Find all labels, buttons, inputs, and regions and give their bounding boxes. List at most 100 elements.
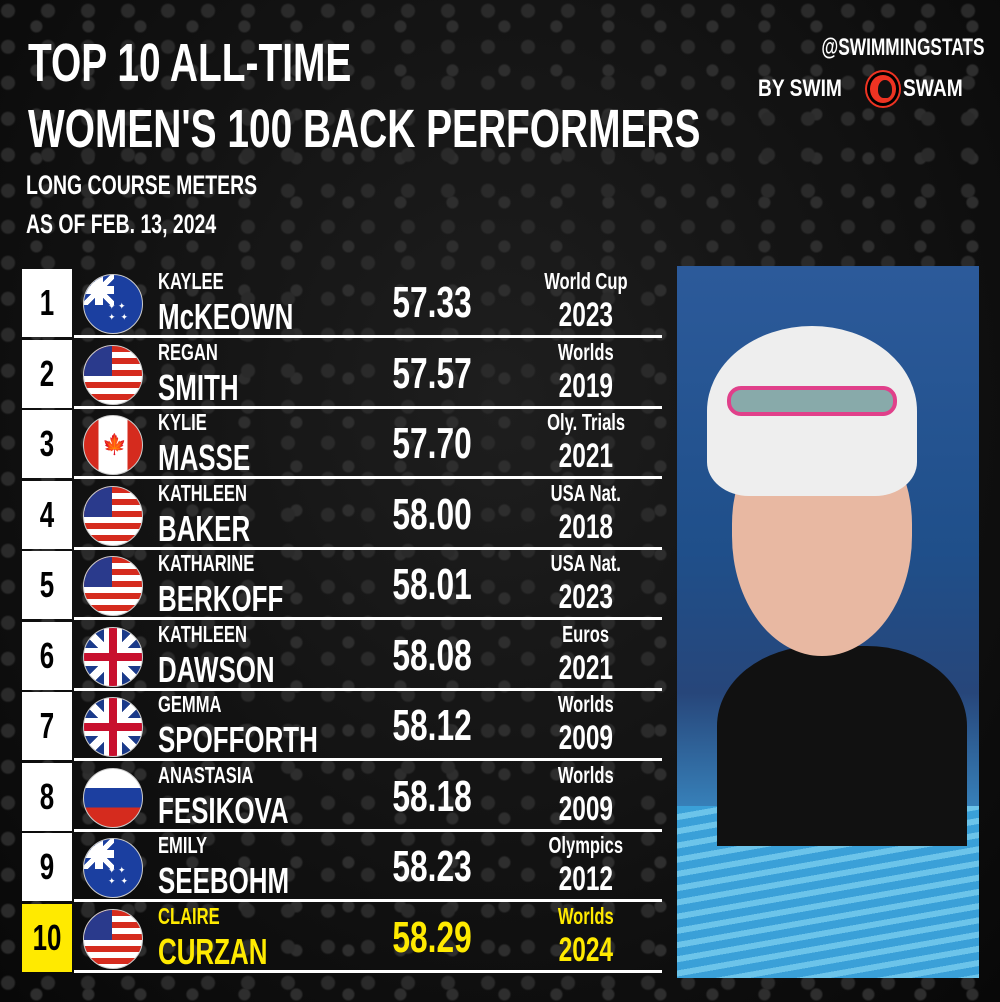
- swim-time: 57.33: [392, 278, 472, 327]
- brand-swam: SWAM: [903, 75, 964, 102]
- rank-number: 8: [22, 762, 72, 831]
- table-row: 2 REGAN SMITH 57.57 Worlds 2019: [22, 339, 662, 409]
- russia-flag-icon: [83, 767, 143, 828]
- table-row: 5 KATHARINE BERKOFF 58.01 USA Nat. 2023: [22, 550, 662, 620]
- last-name: CURZAN: [158, 930, 268, 972]
- title-line-1: TOP 10 ALL-TIME: [28, 33, 352, 93]
- great-britain-flag-icon: [83, 697, 143, 757]
- australia-flag-icon: [83, 274, 143, 334]
- first-name: KYLIE: [158, 409, 207, 435]
- meet-name: Worlds: [558, 691, 614, 717]
- rank-number: 1: [22, 269, 72, 337]
- meet-name: Oly. Trials: [547, 409, 625, 435]
- last-name: BERKOFF: [158, 578, 284, 619]
- swim-time: 58.23: [392, 842, 472, 891]
- swim-time: 58.08: [392, 630, 472, 680]
- first-name: KATHLEEN: [158, 479, 247, 506]
- table-row: 9 EMILY SEEBOHM 58.23 Olympics 2012: [22, 832, 662, 902]
- rank-number: 2: [22, 339, 72, 408]
- row-divider: [74, 617, 662, 620]
- swim-time: 57.57: [392, 348, 472, 398]
- meet-name: Olympics: [548, 832, 624, 858]
- meet-name: USA Nat.: [550, 479, 622, 506]
- last-name: SMITH: [158, 366, 239, 408]
- row-divider: [74, 899, 662, 902]
- first-name: KATHLEEN: [158, 620, 247, 647]
- meet-name: World Cup: [544, 268, 628, 294]
- swim-time: 58.00: [392, 489, 472, 539]
- table-row: 3 KYLIE MASSE 57.70 Oly. Trials 2021: [22, 409, 662, 479]
- meet-name: Worlds: [558, 761, 614, 788]
- last-name: McKEOWN: [158, 296, 294, 337]
- row-divider: [74, 546, 662, 550]
- row-divider: [74, 969, 662, 973]
- table-row: 7 GEMMA SPOFFORTH 58.12 Worlds 2009: [22, 691, 662, 761]
- first-name: CLAIRE: [158, 902, 220, 929]
- rank-number: 5: [22, 551, 72, 619]
- meet-name: USA Nat.: [550, 550, 622, 576]
- table-row: 10 CLAIRE CURZAN 58.29 Worlds 2024: [22, 903, 662, 973]
- last-name: FESIKOVA: [158, 789, 289, 831]
- great-britain-flag-icon: [83, 626, 143, 687]
- rank-number: 7: [22, 692, 72, 760]
- australia-flag-icon: [83, 838, 143, 898]
- table-row: 8 ANASTASIA FESIKOVA 58.18 Worlds 2009: [22, 762, 662, 832]
- meet-year: 2021: [558, 648, 614, 687]
- row-divider: [74, 476, 662, 479]
- usa-flag-icon: [83, 485, 143, 546]
- meet-year: 2018: [558, 507, 614, 546]
- brand-handle: @SWIMMINGSTATS: [821, 34, 985, 61]
- subtitle-course: LONG COURSE METERS: [26, 170, 258, 200]
- row-divider: [74, 687, 662, 691]
- last-name: DAWSON: [158, 648, 275, 690]
- last-name: BAKER: [158, 507, 251, 549]
- swim-time: 58.01: [392, 560, 472, 609]
- meet-year: 2019: [558, 366, 614, 405]
- first-name: REGAN: [158, 338, 218, 365]
- meet-year: 2009: [558, 719, 614, 757]
- rank-number: 6: [22, 621, 72, 690]
- swimsuit: [717, 646, 967, 846]
- usa-flag-icon: [83, 556, 143, 616]
- table-row: 4 KATHLEEN BAKER 58.00 USA Nat. 2018: [22, 480, 662, 550]
- goggles: [727, 386, 897, 416]
- first-name: ANASTASIA: [158, 761, 254, 788]
- row-divider: [74, 335, 662, 338]
- first-name: EMILY: [158, 832, 208, 858]
- last-name: SPOFFORTH: [158, 719, 318, 760]
- meet-year: 2021: [558, 437, 614, 475]
- meet-year: 2023: [558, 578, 614, 616]
- brand-by-swim: BY SWIM: [758, 75, 842, 102]
- canada-flag-icon: [83, 415, 143, 475]
- row-divider: [74, 758, 662, 761]
- meet-year: 2009: [558, 789, 614, 828]
- rank-number: 9: [22, 833, 72, 901]
- swim-time: 58.18: [392, 771, 472, 821]
- first-name: GEMMA: [158, 691, 222, 717]
- table-row: 6 KATHLEEN DAWSON 58.08 Euros 2021: [22, 621, 662, 691]
- meet-name: Euros: [562, 620, 610, 647]
- swim-time: 57.70: [392, 419, 472, 468]
- rank-number: 3: [22, 410, 72, 478]
- meet-year: 2023: [558, 296, 614, 334]
- meet-name: Worlds: [558, 902, 614, 929]
- meet-year: 2024: [558, 930, 614, 969]
- title-line-2: WOMEN'S 100 BACK PERFORMERS: [28, 99, 701, 159]
- swimmer-photo: [677, 266, 979, 978]
- rank-number: 10: [22, 903, 72, 972]
- meet-year: 2012: [558, 860, 614, 898]
- subtitle-date: AS OF FEB. 13, 2024: [26, 209, 217, 239]
- swim-time: 58.29: [392, 912, 472, 962]
- swimswam-logo-icon: [866, 72, 900, 106]
- brand-block: @SWIMMINGSTATS BY SWIM SWAM: [758, 34, 985, 106]
- usa-flag-icon: [83, 908, 143, 969]
- row-divider: [74, 828, 662, 832]
- rank-number: 4: [22, 480, 72, 549]
- first-name: KAYLEE: [158, 268, 224, 294]
- swim-time: 58.12: [392, 701, 472, 750]
- table-row: 1 KAYLEE McKEOWN 57.33 World Cup 2023: [22, 268, 662, 338]
- row-divider: [74, 405, 662, 409]
- last-name: SEEBOHM: [158, 860, 290, 901]
- usa-flag-icon: [83, 344, 143, 405]
- first-name: KATHARINE: [158, 550, 255, 576]
